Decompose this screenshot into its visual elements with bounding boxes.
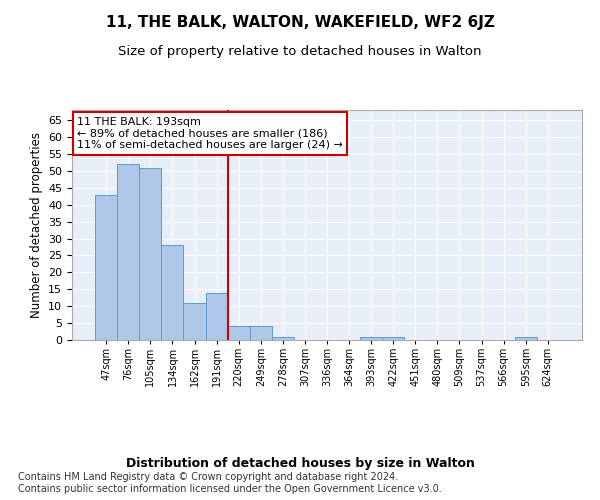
Bar	[227, 326, 250, 340]
Bar	[360, 336, 382, 340]
Bar	[117, 164, 139, 340]
Text: 11 THE BALK: 193sqm
← 89% of detached houses are smaller (186)
11% of semi-detac: 11 THE BALK: 193sqm ← 89% of detached ho…	[77, 117, 343, 150]
Bar	[382, 336, 404, 340]
Y-axis label: Number of detached properties: Number of detached properties	[29, 132, 43, 318]
Bar	[206, 292, 227, 340]
Bar	[515, 336, 537, 340]
Text: Distribution of detached houses by size in Walton: Distribution of detached houses by size …	[125, 458, 475, 470]
Bar	[184, 303, 206, 340]
Bar	[95, 194, 117, 340]
Bar	[272, 336, 294, 340]
Text: 11, THE BALK, WALTON, WAKEFIELD, WF2 6JZ: 11, THE BALK, WALTON, WAKEFIELD, WF2 6JZ	[106, 15, 494, 30]
Bar	[250, 326, 272, 340]
Text: Contains HM Land Registry data © Crown copyright and database right 2024.
Contai: Contains HM Land Registry data © Crown c…	[18, 472, 442, 494]
Text: Size of property relative to detached houses in Walton: Size of property relative to detached ho…	[118, 45, 482, 58]
Bar	[139, 168, 161, 340]
Bar	[161, 246, 184, 340]
